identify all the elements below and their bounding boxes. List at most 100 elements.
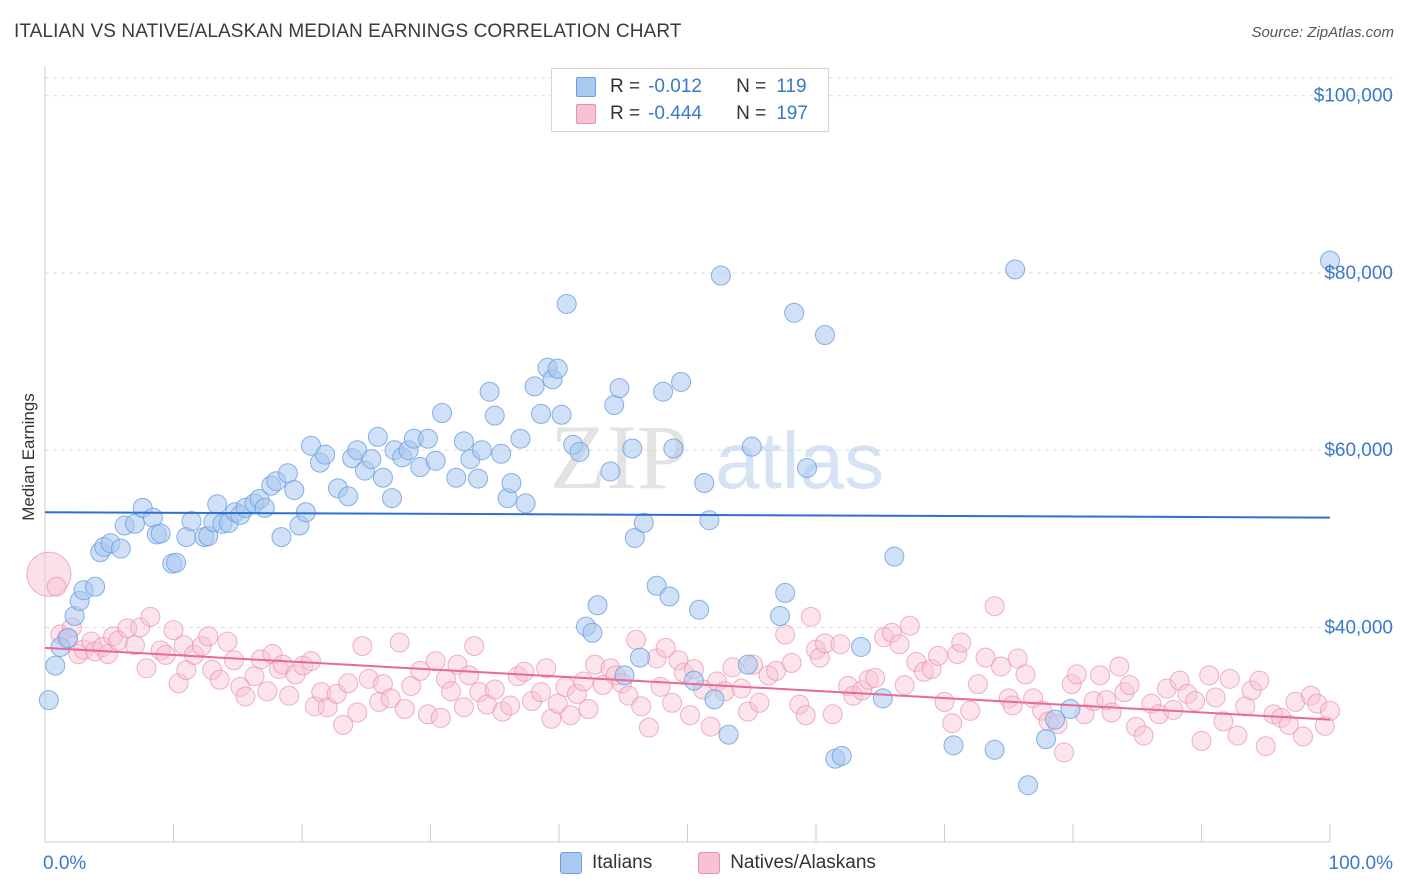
native-point (1300, 685, 1321, 706)
italian-point (1320, 250, 1340, 271)
native-point (680, 705, 701, 726)
italian-point (600, 461, 621, 482)
native-point (1213, 711, 1234, 732)
italian-point (737, 654, 758, 675)
y-tick-label: $40,000 (1324, 617, 1393, 638)
native-point (1307, 693, 1328, 714)
italian-point (45, 655, 66, 676)
native-point (223, 650, 244, 671)
trend-lines (44, 511, 1331, 721)
native-point (858, 669, 879, 690)
native-point (191, 636, 212, 657)
native-point (942, 713, 963, 734)
native-point (484, 679, 505, 700)
native-point (626, 629, 647, 650)
italian-point (582, 622, 603, 643)
r-label: R = (610, 76, 641, 97)
native-point (700, 716, 721, 737)
native-point (781, 652, 802, 673)
italian-point (683, 670, 704, 691)
legend-item-italians[interactable]: Italians (560, 852, 652, 874)
source-label: Source: ZipAtlas.com (1251, 24, 1394, 41)
italian-point (569, 441, 590, 462)
x-tick-labels: 0.0% 100.0% (43, 853, 1393, 874)
native-point (262, 644, 283, 665)
native-point (425, 651, 446, 672)
native-point (531, 682, 552, 703)
legend-label-natives: Natives/Alaskans (730, 852, 876, 873)
native-point (338, 673, 359, 694)
native-point (650, 676, 671, 697)
native-point (967, 674, 988, 695)
italian-point (694, 473, 715, 494)
native-point (881, 622, 902, 643)
native-point (1293, 726, 1314, 747)
native-point (244, 666, 265, 687)
native-point (795, 705, 816, 726)
native-point (401, 675, 422, 696)
native-point (865, 667, 886, 688)
native-point (230, 676, 251, 697)
italian-point (1005, 259, 1026, 280)
legend-item-natives[interactable]: Natives/Alaskans (698, 852, 876, 874)
native-point (638, 717, 659, 738)
native-point (1007, 648, 1028, 669)
native-point (899, 615, 920, 636)
natives-swatch (576, 104, 596, 124)
native-point (453, 697, 474, 718)
native-point (822, 704, 843, 725)
italian-point (718, 724, 739, 745)
italian-point (484, 405, 505, 426)
native-point (130, 617, 151, 638)
native-point (46, 576, 67, 597)
italian-point (295, 502, 316, 523)
native-point (417, 704, 438, 725)
italian-point (124, 513, 145, 534)
italian-point (166, 552, 187, 573)
y-tick-label: $100,000 (1314, 86, 1393, 107)
italian-point (110, 538, 131, 559)
italians-swatch (576, 77, 596, 97)
native-point (217, 631, 238, 652)
italian-point (943, 735, 964, 756)
native-point (198, 626, 219, 647)
native-point (913, 661, 934, 682)
italian-point (646, 575, 667, 596)
italian-point (524, 376, 545, 397)
native-point (1114, 682, 1135, 703)
native-point (1096, 690, 1117, 711)
native-point (566, 683, 587, 704)
italian-point (671, 371, 692, 392)
italian-point (1045, 709, 1066, 730)
italians-points (38, 250, 1340, 796)
native-point (894, 675, 915, 696)
native-point (441, 681, 462, 702)
italian-point (347, 440, 368, 461)
native-point (934, 691, 955, 712)
native-point (991, 656, 1012, 677)
native-point (852, 680, 873, 701)
italian-point (85, 576, 106, 597)
italian-point (547, 358, 568, 379)
native-point (333, 714, 354, 735)
x-tick-label: 100.0% (1329, 853, 1394, 874)
italian-point (872, 688, 893, 709)
native-point (960, 700, 981, 721)
italian-point (653, 381, 674, 402)
italian-point (432, 402, 453, 423)
italian-point (277, 463, 298, 484)
native-point (279, 685, 300, 706)
native-point (311, 682, 332, 703)
n-value: 197 (776, 103, 808, 124)
native-point (1156, 678, 1177, 699)
italian-point (471, 440, 492, 461)
native-point (547, 693, 568, 714)
native-point (951, 632, 972, 653)
r-value: -0.012 (648, 76, 702, 97)
italian-point (315, 444, 336, 465)
native-point (380, 688, 401, 709)
gridlines (45, 77, 1393, 628)
native-point (410, 660, 431, 681)
native-point (1133, 725, 1154, 746)
r-label: R = (610, 103, 641, 124)
